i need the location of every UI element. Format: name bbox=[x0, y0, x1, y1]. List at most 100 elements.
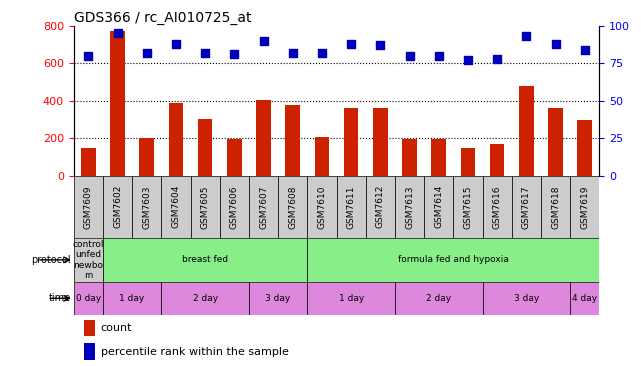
Text: 3 day: 3 day bbox=[265, 294, 291, 303]
Point bbox=[317, 50, 327, 56]
Text: GSM7610: GSM7610 bbox=[317, 185, 326, 228]
Point bbox=[142, 50, 152, 56]
Text: GSM7606: GSM7606 bbox=[230, 185, 239, 228]
Bar bbox=[162, 282, 249, 315]
Bar bbox=[307, 238, 599, 282]
Text: GSM7615: GSM7615 bbox=[463, 185, 472, 228]
Point bbox=[404, 53, 415, 59]
Text: GSM7604: GSM7604 bbox=[171, 185, 180, 228]
Text: GSM7603: GSM7603 bbox=[142, 185, 151, 228]
Bar bbox=[483, 176, 512, 238]
Bar bbox=[461, 149, 475, 176]
Text: breast fed: breast fed bbox=[182, 255, 228, 264]
Point bbox=[492, 56, 503, 61]
Text: protocol: protocol bbox=[31, 255, 71, 265]
Bar bbox=[285, 105, 300, 176]
Bar bbox=[103, 176, 132, 238]
Point bbox=[83, 53, 94, 59]
Bar bbox=[162, 176, 190, 238]
Bar bbox=[337, 176, 366, 238]
Bar bbox=[373, 108, 388, 176]
Bar bbox=[483, 282, 570, 315]
Bar bbox=[84, 343, 96, 360]
Text: GSM7619: GSM7619 bbox=[580, 185, 589, 228]
Bar bbox=[307, 176, 337, 238]
Text: GSM7616: GSM7616 bbox=[493, 185, 502, 228]
Bar bbox=[110, 31, 125, 176]
Text: GSM7611: GSM7611 bbox=[347, 185, 356, 228]
Bar bbox=[431, 139, 446, 176]
Bar bbox=[541, 176, 570, 238]
Text: percentile rank within the sample: percentile rank within the sample bbox=[101, 347, 288, 357]
Text: GSM7612: GSM7612 bbox=[376, 185, 385, 228]
Bar bbox=[315, 137, 329, 176]
Point bbox=[551, 41, 561, 46]
Text: GSM7618: GSM7618 bbox=[551, 185, 560, 228]
Bar bbox=[490, 144, 504, 176]
Bar bbox=[307, 282, 395, 315]
Bar bbox=[548, 108, 563, 176]
Text: GSM7607: GSM7607 bbox=[259, 185, 268, 228]
Bar bbox=[74, 176, 103, 238]
Bar bbox=[403, 139, 417, 176]
Point bbox=[171, 41, 181, 46]
Bar bbox=[578, 120, 592, 176]
Bar bbox=[249, 176, 278, 238]
Bar bbox=[227, 139, 242, 176]
Text: GSM7605: GSM7605 bbox=[201, 185, 210, 228]
Bar bbox=[395, 176, 424, 238]
Text: GSM7614: GSM7614 bbox=[434, 185, 443, 228]
Bar bbox=[220, 176, 249, 238]
Bar bbox=[81, 147, 96, 176]
Point bbox=[375, 42, 385, 48]
Bar bbox=[103, 282, 162, 315]
Point bbox=[112, 30, 122, 36]
Text: 3 day: 3 day bbox=[513, 294, 539, 303]
Bar bbox=[344, 108, 358, 176]
Text: GDS366 / rc_AI010725_at: GDS366 / rc_AI010725_at bbox=[74, 11, 251, 25]
Text: 4 day: 4 day bbox=[572, 294, 597, 303]
Bar bbox=[570, 176, 599, 238]
Text: 2 day: 2 day bbox=[192, 294, 218, 303]
Bar bbox=[74, 238, 103, 282]
Point bbox=[288, 50, 298, 56]
Text: GSM7608: GSM7608 bbox=[288, 185, 297, 228]
Text: GSM7617: GSM7617 bbox=[522, 185, 531, 228]
Bar bbox=[424, 176, 453, 238]
Text: control
unfed
newbo
rn: control unfed newbo rn bbox=[72, 240, 104, 280]
Text: GSM7602: GSM7602 bbox=[113, 185, 122, 228]
Text: 1 day: 1 day bbox=[119, 294, 145, 303]
Text: GSM7613: GSM7613 bbox=[405, 185, 414, 228]
Bar bbox=[278, 176, 307, 238]
Text: 2 day: 2 day bbox=[426, 294, 451, 303]
Bar bbox=[74, 282, 103, 315]
Point bbox=[433, 53, 444, 59]
Bar bbox=[249, 282, 307, 315]
Text: count: count bbox=[101, 323, 132, 333]
Text: GSM7609: GSM7609 bbox=[84, 185, 93, 228]
Point bbox=[258, 38, 269, 44]
Bar bbox=[140, 138, 154, 176]
Bar bbox=[103, 238, 307, 282]
Point bbox=[346, 41, 356, 46]
Bar bbox=[570, 282, 599, 315]
Point bbox=[579, 47, 590, 53]
Bar bbox=[190, 176, 220, 238]
Bar bbox=[395, 282, 483, 315]
Point bbox=[200, 50, 210, 56]
Text: time: time bbox=[48, 293, 71, 303]
Bar bbox=[84, 320, 96, 336]
Bar bbox=[169, 102, 183, 176]
Bar bbox=[198, 119, 212, 176]
Point bbox=[229, 51, 240, 57]
Point bbox=[521, 33, 531, 39]
Text: formula fed and hypoxia: formula fed and hypoxia bbox=[398, 255, 509, 264]
Point bbox=[463, 57, 473, 63]
Bar bbox=[132, 176, 162, 238]
Text: 1 day: 1 day bbox=[338, 294, 363, 303]
Bar bbox=[256, 100, 271, 176]
Bar bbox=[512, 176, 541, 238]
Text: 0 day: 0 day bbox=[76, 294, 101, 303]
Bar bbox=[366, 176, 395, 238]
Bar bbox=[519, 86, 533, 176]
